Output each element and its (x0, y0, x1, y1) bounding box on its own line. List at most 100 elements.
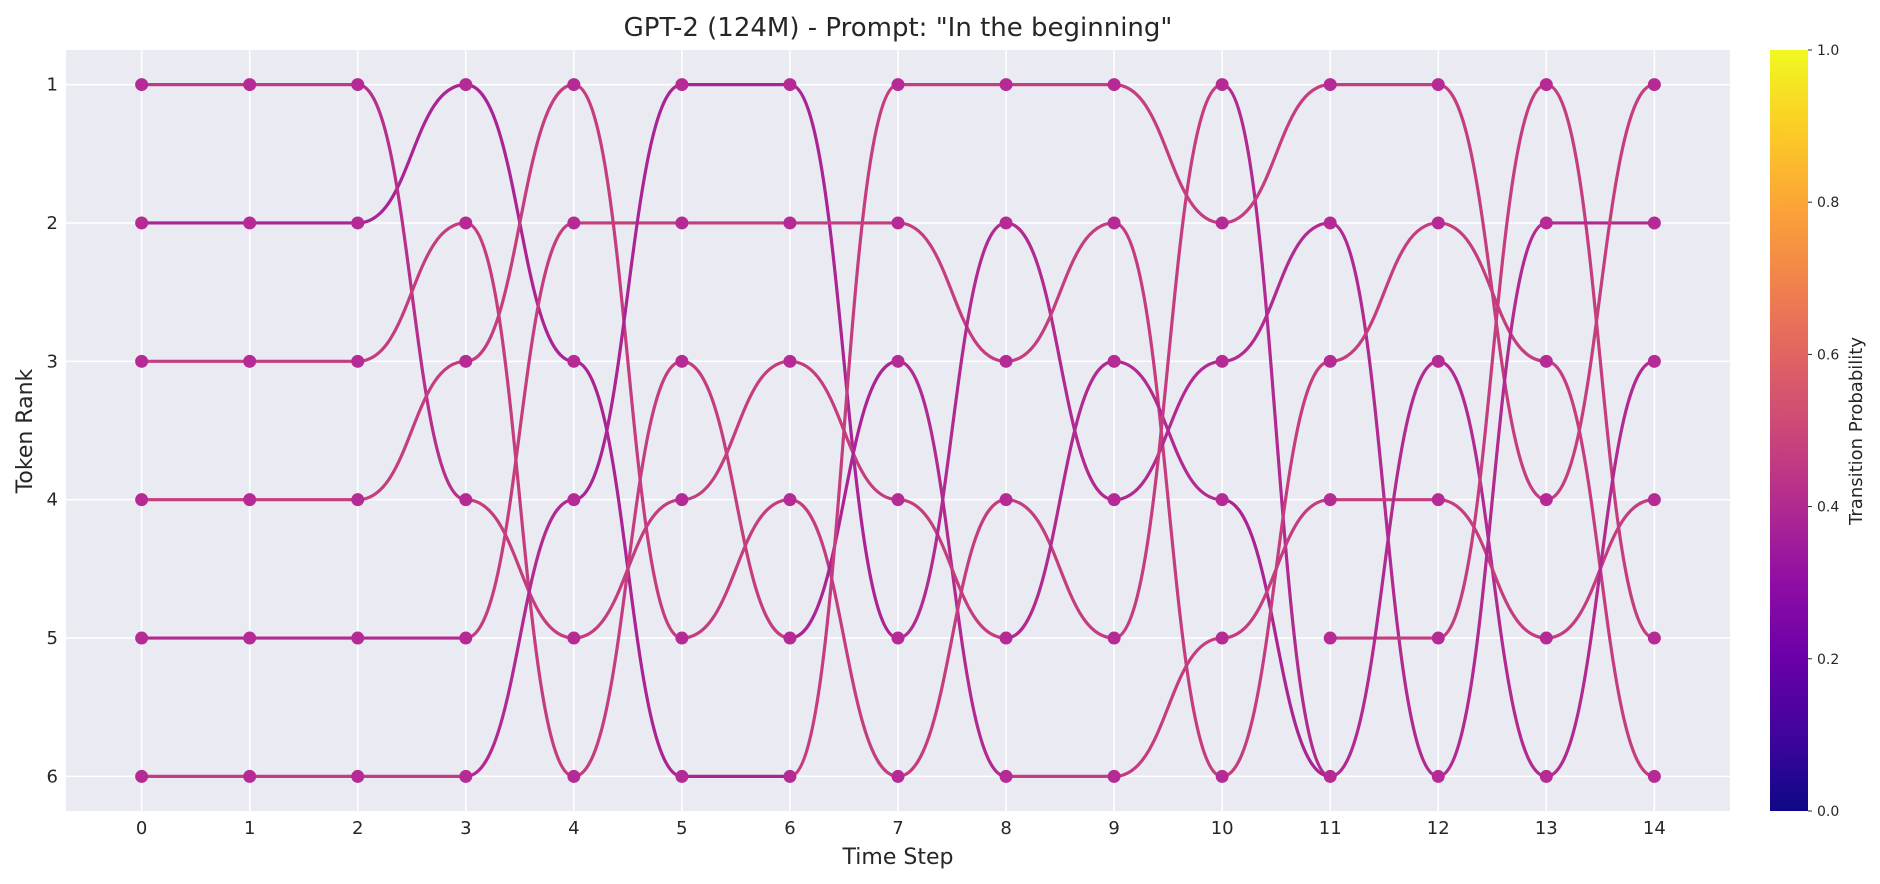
x-tick-label: 13 (1535, 818, 1558, 839)
transition-link (356, 82, 468, 225)
token-node (1539, 354, 1553, 368)
token-node (459, 354, 473, 368)
transition-link (572, 82, 684, 640)
transition-link (1220, 82, 1332, 779)
token-node (1107, 769, 1121, 783)
token-node (1539, 631, 1553, 645)
x-tick-label: 4 (568, 818, 579, 839)
token-node (1647, 493, 1661, 507)
token-node (459, 78, 473, 92)
x-tick-label: 6 (784, 818, 795, 839)
token-node (675, 354, 689, 368)
transition-link (896, 221, 1008, 363)
token-node (675, 493, 689, 507)
token-node (135, 631, 149, 645)
token-node (1539, 493, 1553, 507)
x-tick-label: 0 (136, 818, 147, 839)
token-node (351, 354, 365, 368)
token-node (1539, 216, 1553, 230)
token-node (567, 769, 581, 783)
token-node (459, 493, 473, 507)
token-node (351, 216, 365, 230)
y-tick-labels: 1 2 3 4 5 6 (47, 75, 58, 788)
x-tick-label: 11 (1319, 818, 1342, 839)
x-tick-labels: 0 1 2 3 4 5 6 7 8 9 10 11 12 13 14 (136, 818, 1666, 839)
token-node (891, 216, 905, 230)
token-node (783, 769, 797, 783)
token-node (1431, 78, 1445, 92)
x-tick-label: 8 (1000, 818, 1011, 839)
token-node (1647, 769, 1661, 783)
token-node (675, 631, 689, 645)
transition-links (140, 82, 1656, 779)
token-node (135, 216, 149, 230)
x-tick-label: 2 (352, 818, 363, 839)
token-node (567, 216, 581, 230)
colorbar-tick-label: 1.0 (1817, 43, 1839, 59)
transition-link (1436, 498, 1548, 640)
transition-link (356, 221, 468, 363)
colorbar-tick-label: 0.0 (1817, 804, 1839, 820)
transition-link (788, 82, 900, 779)
token-node (1539, 769, 1553, 783)
token-node (999, 78, 1013, 92)
token-node (1647, 631, 1661, 645)
y-tick-label: 1 (47, 75, 58, 96)
y-tick-label: 3 (47, 351, 58, 372)
token-node (351, 493, 365, 507)
token-node (1215, 78, 1229, 92)
token-node (1431, 769, 1445, 783)
token-node (135, 493, 149, 507)
transition-link (1544, 359, 1656, 779)
token-node (891, 78, 905, 92)
token-node (459, 631, 473, 645)
token-node (1107, 216, 1121, 230)
token-node (243, 78, 257, 92)
token-node (999, 769, 1013, 783)
transition-link (788, 359, 900, 640)
token-node (1431, 354, 1445, 368)
x-axis-label: Time Step (842, 845, 954, 870)
token-node (1107, 354, 1121, 368)
token-node (783, 493, 797, 507)
transition-link (1004, 359, 1116, 640)
colorbar-tick-label: 0.2 (1817, 652, 1839, 668)
transition-link (1004, 498, 1116, 640)
x-tick-label: 1 (244, 818, 255, 839)
y-tick-label: 2 (47, 213, 58, 234)
token-node (675, 216, 689, 230)
transition-link (1544, 82, 1656, 640)
grid-lines (66, 50, 1730, 811)
token-node (1323, 354, 1337, 368)
colorbar (1770, 50, 1808, 811)
transition-link (1220, 221, 1332, 363)
x-tick-label: 10 (1211, 818, 1234, 839)
token-node (1539, 78, 1553, 92)
token-node (567, 631, 581, 645)
token-node (1323, 493, 1337, 507)
transition-link (464, 82, 576, 363)
token-node (1107, 78, 1121, 92)
transition-link (1112, 82, 1224, 225)
transition-link (1112, 359, 1224, 502)
transition-link (1112, 82, 1224, 640)
token-node (1107, 631, 1121, 645)
token-node (135, 78, 149, 92)
token-node (1323, 769, 1337, 783)
token-node (1215, 769, 1229, 783)
y-tick-label: 6 (47, 766, 58, 787)
transition-link (356, 359, 468, 502)
transition-link (788, 82, 900, 640)
y-tick-label: 5 (47, 628, 58, 649)
token-node (783, 631, 797, 645)
transition-link (1436, 82, 1548, 640)
token-node (135, 769, 149, 783)
transition-link (464, 498, 576, 779)
transition-link (680, 359, 792, 502)
token-node (1323, 631, 1337, 645)
x-tick-label: 5 (676, 818, 687, 839)
transition-link (572, 359, 684, 779)
transition-link (1328, 359, 1440, 779)
colorbar-tick-label: 0.6 (1817, 347, 1839, 363)
token-node (1107, 493, 1121, 507)
